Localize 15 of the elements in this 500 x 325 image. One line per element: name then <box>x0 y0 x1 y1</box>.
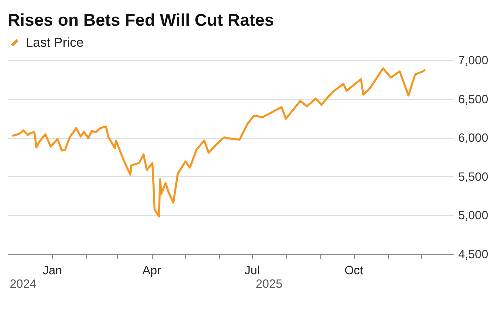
x-tick-label: Oct <box>344 264 364 278</box>
text: 2024 <box>10 277 38 291</box>
x-tick-label: Apr <box>142 264 162 278</box>
x-tick-label: Jul <box>244 264 260 278</box>
y-tick-label: 6,000 <box>458 131 489 146</box>
y-tick-label: 5,500 <box>458 170 489 184</box>
y-tick-label: 5,000 <box>458 208 489 223</box>
legend-label: Last Price <box>26 35 84 50</box>
y-tick-label: 4,500 <box>458 248 489 262</box>
text: 2025 <box>256 277 284 291</box>
x-tick-label: Jan <box>42 264 62 278</box>
line-series <box>11 68 426 218</box>
chart-title: Rises on Bets Fed Will Cut Rates <box>8 11 274 30</box>
y-tick-label: 6,500 <box>458 92 489 106</box>
y-tick-label: 7,000 <box>458 54 489 68</box>
